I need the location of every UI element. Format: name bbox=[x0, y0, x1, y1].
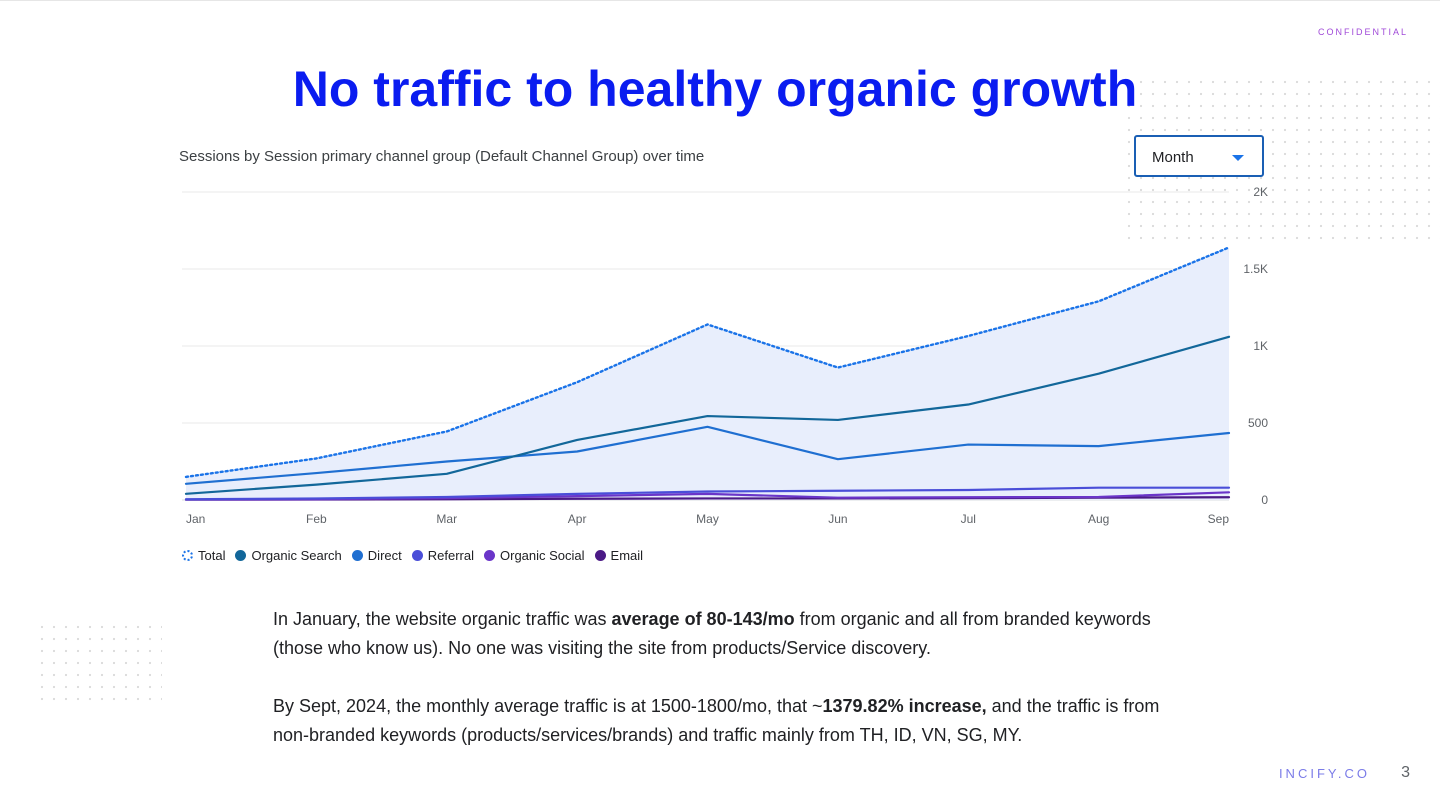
series-line-referral bbox=[184, 486, 1231, 501]
legend-item-referral[interactable]: Referral bbox=[411, 548, 474, 563]
legend-label: Direct bbox=[367, 548, 402, 563]
footer-brand: INCIFY.CO bbox=[1278, 766, 1370, 781]
legend-item-organic-search[interactable]: Organic Search bbox=[235, 548, 342, 563]
circle-icon bbox=[484, 550, 495, 561]
x-tick-label: May bbox=[696, 512, 719, 526]
top-divider bbox=[0, 0, 1440, 1]
chart-legend: Total Organic Search Direct Referral Org… bbox=[182, 548, 643, 563]
legend-label: Total bbox=[198, 548, 226, 563]
summary-paragraph-1: In January, the website organic traffic … bbox=[273, 605, 1173, 663]
x-tick-label: Jul bbox=[961, 512, 976, 526]
text-span: from organic and all from branded keywor… bbox=[273, 609, 1151, 658]
y-tick-label: 2K bbox=[1253, 185, 1268, 199]
total-area-fill bbox=[186, 247, 1229, 500]
x-tick-label: Aug bbox=[1088, 512, 1109, 526]
circle-icon bbox=[411, 550, 423, 561]
series-line-total bbox=[184, 246, 1231, 479]
decorative-dot-grid-left bbox=[40, 625, 162, 705]
text-span: In January, the website organic traffic … bbox=[273, 609, 612, 629]
legend-label: Email bbox=[610, 548, 644, 563]
chart-card: 0 500 1K 1.5K 2K Jan Feb Mar Apr May Jun Jul Aug Sep … bbox=[179, 135, 1269, 575]
y-tick-label: 500 bbox=[1248, 416, 1268, 430]
circle-icon bbox=[594, 550, 606, 561]
legend-label: Organic Search bbox=[251, 548, 342, 563]
y-tick-label: 0 bbox=[1261, 493, 1268, 507]
y-tick-label: 1.5K bbox=[1243, 262, 1268, 276]
caret-down-icon bbox=[1232, 155, 1244, 161]
y-tick-label: 1K bbox=[1253, 339, 1268, 353]
series-line-organic-search bbox=[184, 335, 1231, 495]
dotted-circle-icon bbox=[182, 550, 193, 561]
legend-item-total[interactable]: Total bbox=[182, 548, 225, 563]
circle-icon bbox=[351, 550, 363, 561]
legend-label: Organic Social bbox=[500, 548, 585, 563]
highlight-text: 1379.82% increase, bbox=[822, 696, 987, 716]
x-tick-label: Jun bbox=[828, 512, 847, 526]
legend-item-organic-social[interactable]: Organic Social bbox=[484, 548, 585, 563]
legend-item-email[interactable]: Email bbox=[594, 548, 644, 563]
text-span: and the traffic is from non-branded keyw… bbox=[273, 696, 1160, 745]
text-span: By Sept, 2024, the monthly average traff… bbox=[273, 696, 823, 716]
legend-label: Referral bbox=[427, 548, 474, 563]
confidential-label: CONFIDENTIAL bbox=[1317, 27, 1408, 37]
summary-paragraph-2: By Sept, 2024, the monthly average traff… bbox=[273, 692, 1173, 750]
page-number: 3 bbox=[1401, 764, 1410, 781]
x-tick-label: Jan bbox=[186, 512, 205, 526]
series-line-direct bbox=[184, 425, 1231, 485]
slide-title: No traffic to healthy organic growth bbox=[292, 61, 1138, 117]
x-tick-label: Mar bbox=[436, 512, 457, 526]
x-tick-label: Sep bbox=[1208, 512, 1230, 526]
circle-icon bbox=[235, 550, 247, 561]
sessions-line-chart: 0 500 1K 1.5K 2K Jan Feb Mar Apr May Jun Jul Aug Sep bbox=[182, 185, 1268, 526]
period-dropdown[interactable]: Month bbox=[1134, 135, 1264, 177]
x-tick-label: Feb bbox=[306, 512, 327, 526]
chart-subtitle: Sessions by Session primary channel grou… bbox=[179, 148, 705, 165]
x-tick-label: Apr bbox=[568, 512, 587, 526]
legend-item-direct[interactable]: Direct bbox=[351, 548, 402, 563]
summary-text: In January, the website organic traffic … bbox=[273, 605, 1173, 779]
period-dropdown-value: Month bbox=[1152, 149, 1194, 166]
highlight-text: average of 80-143/mo bbox=[611, 609, 795, 629]
